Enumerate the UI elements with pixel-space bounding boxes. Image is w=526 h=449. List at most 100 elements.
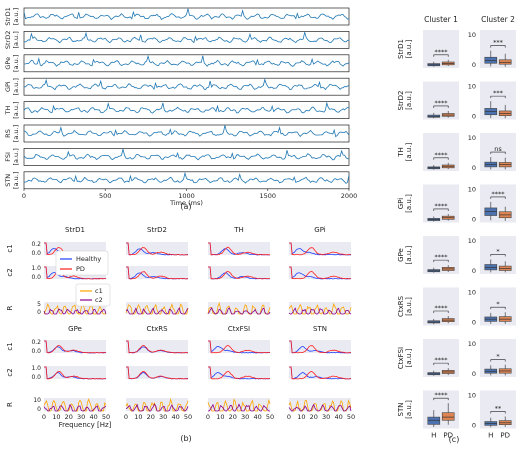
- freq-tick-label: 0: [287, 413, 291, 421]
- significance-bracket: [433, 259, 449, 263]
- freq-tick-label: 10: [216, 413, 224, 421]
- box-unit-label: [a.u.]: [405, 245, 413, 264]
- x-tick-label: 0: [22, 192, 26, 200]
- trace-frame-StrD2: [23, 31, 350, 49]
- significance-label: ns: [494, 145, 502, 153]
- box-ytick-high: 10: [468, 289, 476, 297]
- spectra-region-title: TH: [233, 226, 244, 234]
- freq-tick-label: 10: [52, 413, 60, 421]
- cluster-2-title: Cluster 2: [481, 15, 515, 24]
- box-unit-label: [a.u.]: [405, 400, 413, 419]
- spectra-ytick-low: 0.0: [31, 250, 41, 257]
- x-tick-label: 1500: [259, 192, 276, 200]
- spectra-ytick-high: 0.2: [31, 241, 41, 248]
- pd-line: [126, 266, 189, 280]
- significance-label: ****: [435, 48, 449, 56]
- x-axis-title: Time (ms): [169, 199, 203, 207]
- legend-bottom-box: [75, 283, 111, 307]
- freq-tick-label: 20: [147, 413, 155, 421]
- freq-tick-label: 0: [124, 413, 128, 421]
- spectra-region-title: GPi: [314, 226, 325, 234]
- significance-bracket: [433, 157, 449, 160]
- trace-line-StrD1: [23, 8, 350, 21]
- freq-axis-title: Frequency [Hz]: [59, 421, 112, 429]
- box-ytick-low: 0: [472, 61, 476, 69]
- legend-healthy-label: Healthy: [76, 255, 101, 263]
- significance-label: *: [496, 353, 500, 361]
- significance-bracket: [490, 306, 506, 310]
- box-unit-label: [a.u.]: [405, 91, 413, 110]
- box-axes-bg: [423, 133, 459, 171]
- spectra-region-title: STN: [313, 325, 327, 333]
- box-xtick-pd: PD: [500, 432, 510, 440]
- trace-frame-StrD1: [23, 7, 350, 26]
- trace-unit-label: [a.u.]: [12, 78, 20, 95]
- trace-unit-label: [a.u.]: [12, 31, 20, 48]
- spectra-axes-bg: [289, 302, 351, 314]
- spectra-ytick-low: 0.0: [31, 374, 41, 381]
- freq-tick-label: 50: [184, 413, 192, 421]
- spectra-ytick-low: 0: [37, 309, 41, 316]
- significance-bracket: [433, 54, 449, 57]
- legend-c1-label: c1: [95, 287, 103, 295]
- panel-a-label: (a): [180, 202, 191, 211]
- spectra-row-label: c1: [6, 244, 14, 252]
- significance-label: ***: [493, 39, 504, 47]
- c1-line: [288, 302, 352, 315]
- trace-line-STN: [23, 171, 350, 184]
- significance-bracket: [490, 411, 506, 414]
- box-ytick-low: 0: [472, 113, 476, 121]
- pd-line: [126, 242, 189, 256]
- freq-tick-label: 30: [322, 413, 330, 421]
- c1-line: [207, 398, 271, 412]
- healthy-box: [427, 416, 441, 425]
- c2-line: [125, 403, 189, 412]
- significance-label: ****: [435, 151, 449, 159]
- spectra-axes-bg: [126, 242, 188, 255]
- trace-region-label: STN: [4, 174, 12, 187]
- spectra-ytick-high: 0.2: [31, 339, 41, 346]
- spectra-region-title: StrD1: [65, 226, 85, 234]
- spectra-axes-bg: [126, 340, 188, 353]
- freq-tick-label: 0: [206, 413, 210, 421]
- trace-region-label: RS: [4, 129, 12, 138]
- significance-label: ****: [435, 253, 449, 261]
- cluster-1-title: Cluster 1: [424, 15, 458, 24]
- freq-tick-label: 40: [171, 413, 179, 421]
- trace-region-label: TH: [4, 106, 12, 116]
- panel-b-label: (b): [180, 434, 191, 443]
- significance-label: *: [496, 247, 500, 255]
- freq-tick-label: 30: [159, 413, 167, 421]
- trace-line-TH: [23, 101, 350, 114]
- box-ytick-low: 0: [472, 319, 476, 327]
- significance-label: *: [496, 300, 500, 308]
- trace-unit-label: [a.u.]: [12, 8, 20, 25]
- x-tick-label: 500: [99, 192, 111, 200]
- pd-line: [208, 340, 271, 354]
- box-unit-label: [a.u.]: [405, 297, 413, 316]
- box-ytick-low: 0: [472, 216, 476, 224]
- significance-label: ****: [435, 304, 449, 312]
- box-region-label: StrD2: [397, 91, 405, 111]
- trace-frame-RS: [23, 124, 350, 143]
- trace-unit-label: [a.u.]: [12, 148, 20, 165]
- significance-bracket: [490, 359, 506, 362]
- box-ytick-low: 0: [472, 422, 476, 430]
- freq-tick-label: 20: [65, 413, 73, 421]
- box-unit-label: [a.u.]: [405, 348, 413, 367]
- x-tick-label: 2000: [341, 192, 358, 200]
- trace-line-StrD2: [23, 31, 350, 44]
- pd-line: [208, 242, 271, 256]
- spectra-row-label: c1: [6, 342, 14, 350]
- spectra-ytick-low: 0: [37, 406, 41, 413]
- freq-tick-label: 40: [253, 413, 261, 421]
- box-axes-bg: [423, 81, 459, 120]
- c2-line: [288, 403, 352, 412]
- freq-tick-label: 50: [347, 413, 355, 421]
- significance-label: ****: [435, 202, 449, 210]
- spectra-region-title: CtxRS: [146, 325, 168, 333]
- box-ytick-high: 10: [468, 134, 476, 142]
